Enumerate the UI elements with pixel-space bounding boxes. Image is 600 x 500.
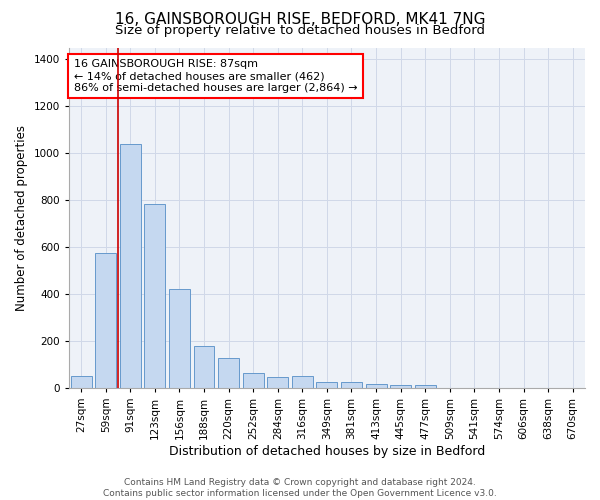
Bar [365, 384, 386, 388]
Bar [268, 377, 288, 388]
Bar [415, 385, 436, 388]
Bar [95, 253, 116, 388]
Bar [145, 204, 166, 388]
Bar [194, 346, 214, 388]
Bar [218, 358, 239, 388]
X-axis label: Distribution of detached houses by size in Bedford: Distribution of detached houses by size … [169, 444, 485, 458]
Text: Contains HM Land Registry data © Crown copyright and database right 2024.
Contai: Contains HM Land Registry data © Crown c… [103, 478, 497, 498]
Bar [292, 376, 313, 388]
Bar [243, 372, 263, 388]
Text: 16, GAINSBOROUGH RISE, BEDFORD, MK41 7NG: 16, GAINSBOROUGH RISE, BEDFORD, MK41 7NG [115, 12, 485, 28]
Bar [316, 382, 337, 388]
Bar [390, 385, 411, 388]
Bar [71, 376, 92, 388]
Y-axis label: Number of detached properties: Number of detached properties [15, 124, 28, 310]
Bar [341, 382, 362, 388]
Text: 16 GAINSBOROUGH RISE: 87sqm
← 14% of detached houses are smaller (462)
86% of se: 16 GAINSBOROUGH RISE: 87sqm ← 14% of det… [74, 60, 358, 92]
Bar [169, 289, 190, 388]
Text: Size of property relative to detached houses in Bedford: Size of property relative to detached ho… [115, 24, 485, 37]
Bar [120, 144, 141, 388]
